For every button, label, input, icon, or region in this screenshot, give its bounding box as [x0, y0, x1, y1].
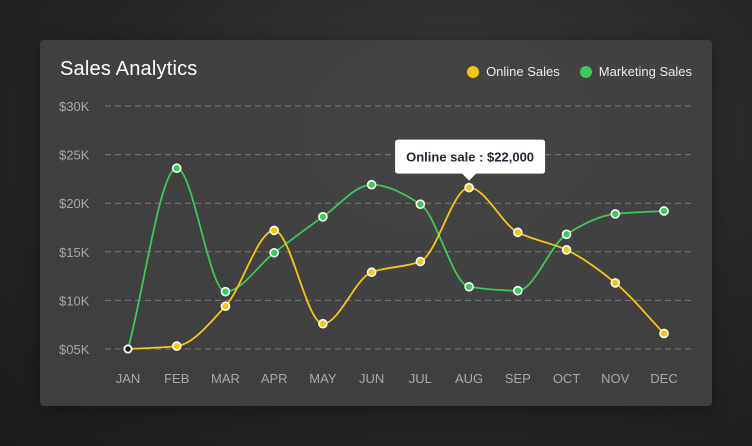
chart-card: Sales Analytics Online Sales Marketing S… [40, 40, 712, 406]
y-tick-label: $20K [59, 196, 90, 211]
y-tick-label: $05K [59, 342, 90, 357]
legend: Online Sales Marketing Sales [447, 64, 692, 79]
online-sales-point[interactable] [464, 182, 474, 193]
legend-label-marketing-sales: Marketing Sales [598, 64, 692, 79]
online-sales-point[interactable] [610, 278, 621, 288]
online-sales-point[interactable] [269, 225, 279, 236]
x-tick-label: NOV [601, 371, 630, 386]
legend-item-online-sales[interactable]: Online Sales [467, 64, 560, 79]
y-tick-label: $15K [59, 245, 90, 260]
online-sales-point[interactable] [366, 267, 377, 278]
x-tick-label: AUG [455, 371, 483, 386]
marketing-sales-point[interactable] [610, 209, 621, 219]
legend-swatch-online-sales [467, 65, 480, 78]
marketing-sales-point[interactable] [366, 179, 377, 190]
tooltip-text: Online sale : $22,000 [406, 150, 534, 165]
x-tick-label: MAY [309, 371, 337, 386]
online-sales-point[interactable] [220, 301, 231, 312]
x-tick-label: JUN [359, 371, 384, 386]
legend-item-marketing-sales[interactable]: Marketing Sales [579, 64, 692, 79]
x-tick-label: APR [261, 371, 288, 386]
legend-swatch-marketing-sales [579, 65, 592, 78]
chart-title: Sales Analytics [60, 58, 198, 80]
online-sales-point[interactable] [513, 227, 523, 238]
x-tick-label: MAR [211, 371, 240, 386]
x-tick-label: FEB [164, 371, 189, 386]
online-sales-point[interactable] [659, 328, 669, 339]
online-sales-point[interactable] [123, 344, 133, 354]
online-sales-point[interactable] [171, 341, 182, 351]
marketing-sales-point[interactable] [513, 285, 523, 296]
marketing-sales-point[interactable] [269, 247, 279, 258]
x-tick-label: SEP [505, 371, 531, 386]
tooltip-box [395, 139, 546, 181]
online-sales-line [127, 186, 665, 350]
x-tick-label: DEC [650, 371, 677, 386]
marketing-sales-point[interactable] [415, 199, 426, 209]
legend-label-online-sales: Online Sales [486, 64, 560, 79]
marketing-sales-point[interactable] [561, 229, 572, 240]
online-sales-point[interactable] [318, 318, 328, 329]
y-tick-label: $25K [59, 148, 90, 163]
x-tick-label: JAN [116, 371, 141, 386]
y-tick-label: $30K [59, 99, 90, 114]
marketing-sales-point[interactable] [659, 206, 669, 216]
marketing-sales-point[interactable] [318, 212, 328, 222]
x-tick-label: OCT [553, 371, 581, 386]
marketing-sales-point[interactable] [171, 163, 182, 174]
marketing-sales-point[interactable] [464, 281, 474, 292]
online-sales-point[interactable] [415, 256, 426, 267]
marketing-sales-point[interactable] [220, 286, 231, 297]
y-tick-label: $10K [59, 293, 90, 308]
x-tick-label: JUL [409, 371, 432, 386]
online-sales-point[interactable] [561, 245, 572, 255]
